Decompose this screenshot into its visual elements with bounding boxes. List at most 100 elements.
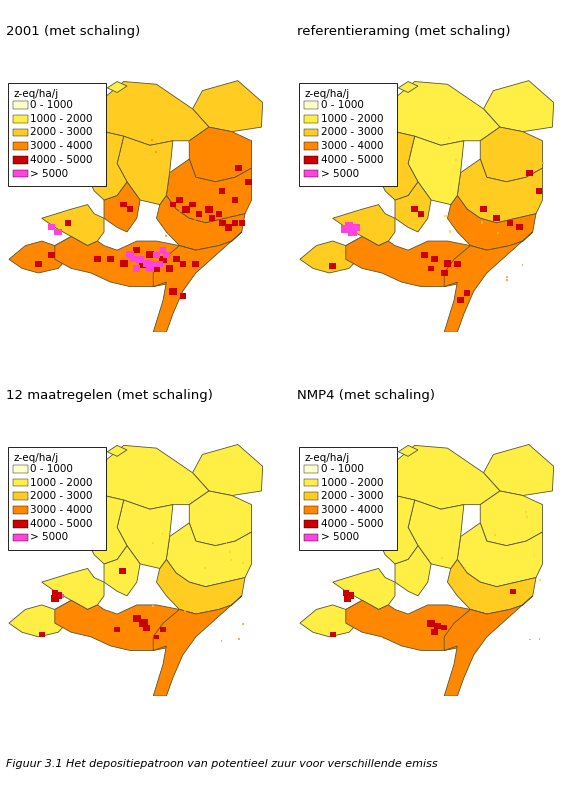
Bar xyxy=(162,533,163,535)
Bar xyxy=(330,631,336,637)
Bar xyxy=(533,554,536,555)
Bar xyxy=(163,252,170,258)
Bar xyxy=(168,232,170,234)
Text: 4000 - 5000: 4000 - 5000 xyxy=(321,519,384,528)
Bar xyxy=(14,479,28,486)
Bar xyxy=(225,183,228,185)
Polygon shape xyxy=(408,136,464,205)
Bar xyxy=(236,229,238,231)
Bar xyxy=(14,115,28,123)
Bar xyxy=(49,252,55,258)
Bar xyxy=(538,638,540,640)
Bar xyxy=(225,224,232,231)
Polygon shape xyxy=(447,195,536,250)
Bar xyxy=(194,219,197,221)
Bar xyxy=(421,252,428,258)
Bar xyxy=(173,256,180,263)
Bar xyxy=(507,220,513,225)
Bar xyxy=(153,543,154,544)
Bar xyxy=(444,260,451,267)
Bar xyxy=(495,261,497,263)
Polygon shape xyxy=(9,237,71,273)
Bar xyxy=(506,279,508,281)
Bar xyxy=(14,101,28,109)
Polygon shape xyxy=(104,182,140,232)
Polygon shape xyxy=(346,600,487,650)
Polygon shape xyxy=(398,81,418,93)
Bar xyxy=(54,229,62,236)
Text: 3000 - 4000: 3000 - 4000 xyxy=(321,505,384,515)
Text: > 5000: > 5000 xyxy=(321,532,359,543)
Bar xyxy=(160,627,166,632)
Bar xyxy=(411,206,418,212)
Polygon shape xyxy=(157,559,245,614)
Text: NMP4 (met schaling): NMP4 (met schaling) xyxy=(297,389,434,402)
Bar xyxy=(59,593,64,598)
Bar xyxy=(305,479,319,486)
Bar xyxy=(453,577,454,580)
Bar xyxy=(35,261,42,267)
Bar xyxy=(230,559,232,561)
Text: referentieraming (met schaling): referentieraming (met schaling) xyxy=(297,25,510,38)
Bar xyxy=(469,189,472,191)
Bar xyxy=(436,278,437,280)
Text: > 5000: > 5000 xyxy=(30,532,68,543)
Bar xyxy=(133,247,140,253)
Bar xyxy=(184,610,185,612)
Polygon shape xyxy=(117,136,173,205)
Bar xyxy=(457,297,464,303)
Polygon shape xyxy=(84,470,127,564)
Bar xyxy=(204,567,206,569)
Bar xyxy=(151,138,153,141)
Bar xyxy=(437,619,438,620)
Bar xyxy=(454,261,460,267)
Polygon shape xyxy=(9,600,71,637)
Polygon shape xyxy=(480,127,542,182)
Bar xyxy=(526,170,533,176)
Polygon shape xyxy=(42,205,104,246)
Bar xyxy=(123,643,124,645)
Polygon shape xyxy=(385,445,500,509)
Bar xyxy=(94,161,101,166)
Text: > 5000: > 5000 xyxy=(30,168,68,179)
Bar xyxy=(128,131,130,134)
Text: 0 - 1000: 0 - 1000 xyxy=(30,100,73,110)
Bar xyxy=(441,625,447,630)
Polygon shape xyxy=(193,81,263,131)
Bar xyxy=(529,638,531,640)
Bar xyxy=(139,260,147,267)
Bar xyxy=(493,215,500,221)
Bar xyxy=(431,256,438,263)
Bar xyxy=(211,248,213,251)
Bar xyxy=(480,221,483,224)
Bar xyxy=(441,557,442,559)
Polygon shape xyxy=(346,237,487,286)
Bar xyxy=(127,206,133,212)
Bar xyxy=(14,142,28,150)
Bar xyxy=(345,222,353,229)
Bar xyxy=(165,235,167,237)
Text: 2000 - 3000: 2000 - 3000 xyxy=(321,127,384,138)
Polygon shape xyxy=(153,232,242,332)
Bar xyxy=(472,192,475,195)
Bar xyxy=(344,596,351,602)
Bar xyxy=(120,202,127,207)
Bar xyxy=(143,625,150,630)
Bar xyxy=(180,210,182,213)
Bar xyxy=(114,627,120,632)
Bar xyxy=(449,230,451,233)
Bar xyxy=(212,169,214,172)
Bar xyxy=(153,252,160,258)
Polygon shape xyxy=(484,81,554,131)
Polygon shape xyxy=(444,596,533,696)
Bar xyxy=(88,85,89,87)
Bar xyxy=(305,101,319,109)
Bar xyxy=(133,641,134,642)
Bar xyxy=(305,506,319,514)
Bar xyxy=(418,211,424,217)
Polygon shape xyxy=(408,500,464,569)
Bar xyxy=(386,175,393,180)
Text: 2001 (met schaling): 2001 (met schaling) xyxy=(6,25,140,38)
Bar xyxy=(229,551,231,553)
Polygon shape xyxy=(153,596,242,696)
